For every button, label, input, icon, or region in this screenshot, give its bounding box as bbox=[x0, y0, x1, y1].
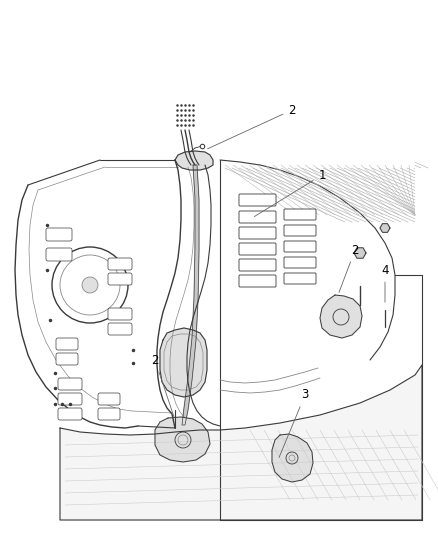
Text: 2: 2 bbox=[338, 244, 358, 293]
FancyBboxPatch shape bbox=[238, 259, 276, 271]
Polygon shape bbox=[353, 248, 365, 258]
FancyBboxPatch shape bbox=[58, 378, 82, 390]
FancyBboxPatch shape bbox=[238, 243, 276, 255]
Polygon shape bbox=[159, 328, 207, 397]
FancyBboxPatch shape bbox=[58, 393, 82, 405]
FancyBboxPatch shape bbox=[238, 227, 276, 239]
FancyBboxPatch shape bbox=[58, 408, 82, 420]
FancyBboxPatch shape bbox=[108, 323, 132, 335]
Polygon shape bbox=[379, 224, 389, 232]
Text: 2: 2 bbox=[151, 353, 174, 417]
FancyBboxPatch shape bbox=[108, 258, 132, 270]
FancyBboxPatch shape bbox=[56, 338, 78, 350]
Polygon shape bbox=[272, 434, 312, 482]
Text: 3: 3 bbox=[279, 389, 308, 457]
Polygon shape bbox=[60, 365, 421, 520]
Polygon shape bbox=[182, 165, 198, 425]
FancyBboxPatch shape bbox=[283, 241, 315, 252]
Text: 1: 1 bbox=[254, 168, 325, 216]
Polygon shape bbox=[175, 151, 212, 170]
Circle shape bbox=[82, 277, 98, 293]
FancyBboxPatch shape bbox=[283, 257, 315, 268]
FancyBboxPatch shape bbox=[283, 225, 315, 236]
Text: 2: 2 bbox=[207, 103, 295, 149]
FancyBboxPatch shape bbox=[98, 408, 120, 420]
FancyBboxPatch shape bbox=[108, 308, 132, 320]
FancyBboxPatch shape bbox=[108, 273, 132, 285]
FancyBboxPatch shape bbox=[283, 209, 315, 220]
FancyBboxPatch shape bbox=[98, 393, 120, 405]
FancyBboxPatch shape bbox=[46, 228, 72, 241]
FancyBboxPatch shape bbox=[283, 273, 315, 284]
Polygon shape bbox=[319, 295, 361, 338]
Polygon shape bbox=[155, 417, 209, 462]
FancyBboxPatch shape bbox=[238, 194, 276, 206]
FancyBboxPatch shape bbox=[238, 211, 276, 223]
FancyBboxPatch shape bbox=[56, 353, 78, 365]
FancyBboxPatch shape bbox=[238, 275, 276, 287]
FancyBboxPatch shape bbox=[46, 248, 72, 261]
Text: 4: 4 bbox=[380, 263, 388, 302]
